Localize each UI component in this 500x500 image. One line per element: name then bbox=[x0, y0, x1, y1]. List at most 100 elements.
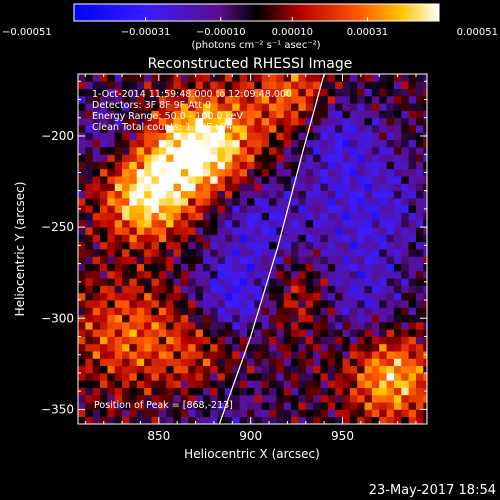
heatmap-pixel bbox=[327, 380, 336, 388]
heatmap-pixel bbox=[276, 409, 285, 418]
heatmap-pixel bbox=[313, 74, 321, 82]
heatmap-pixel bbox=[78, 387, 86, 396]
heatmap-pixel bbox=[357, 161, 365, 170]
heatmap-pixel bbox=[305, 161, 314, 170]
heatmap-pixel bbox=[298, 300, 307, 308]
heatmap-pixel bbox=[210, 219, 218, 228]
heatmap-pixel bbox=[408, 139, 417, 148]
heatmap-pixel bbox=[92, 227, 101, 235]
heatmap-pixel bbox=[298, 161, 307, 170]
heatmap-pixel bbox=[349, 409, 358, 418]
heatmap-pixel bbox=[107, 183, 116, 192]
heatmap-pixel bbox=[151, 329, 160, 337]
heatmap-pixel bbox=[269, 402, 277, 410]
heatmap-pixel bbox=[173, 168, 182, 177]
heatmap-pixel bbox=[151, 190, 160, 199]
heatmap-pixel bbox=[78, 117, 86, 126]
heatmap-pixel bbox=[283, 263, 292, 272]
heatmap-pixel bbox=[188, 241, 196, 250]
heatmap-pixel bbox=[246, 110, 255, 119]
heatmap-pixel bbox=[232, 227, 241, 235]
heatmap-pixel bbox=[158, 365, 167, 374]
heatmap-pixel bbox=[298, 241, 307, 250]
heatmap-pixel bbox=[232, 249, 241, 257]
heatmap-pixel bbox=[202, 285, 211, 294]
heatmap-pixel bbox=[180, 168, 189, 177]
heatmap-pixel bbox=[210, 321, 218, 330]
heatmap-pixel bbox=[393, 132, 402, 141]
heatmap-pixel bbox=[393, 314, 402, 323]
heatmap-pixel bbox=[224, 263, 233, 272]
heatmap-pixel bbox=[357, 278, 365, 286]
x-tick-label: 950 bbox=[331, 429, 354, 443]
heatmap-pixel bbox=[114, 416, 123, 424]
heatmap-pixel bbox=[335, 183, 343, 192]
heatmap-pixel bbox=[136, 329, 145, 337]
heatmap-pixel bbox=[232, 125, 241, 133]
heatmap-pixel bbox=[379, 146, 387, 155]
heatmap-pixel bbox=[100, 190, 108, 199]
heatmap-pixel bbox=[371, 183, 380, 192]
heatmap-pixel bbox=[320, 314, 329, 323]
heatmap-pixel bbox=[379, 321, 387, 330]
heatmap-pixel bbox=[254, 132, 263, 141]
heatmap-pixel bbox=[276, 154, 285, 162]
heatmap-pixel bbox=[202, 343, 211, 352]
heatmap-pixel bbox=[100, 103, 108, 111]
heatmap-pixel bbox=[239, 394, 248, 403]
heatmap-pixel bbox=[173, 234, 182, 243]
heatmap-pixel bbox=[423, 256, 427, 264]
heatmap-pixel bbox=[151, 351, 160, 359]
heatmap-pixel bbox=[401, 88, 410, 97]
heatmap-pixel bbox=[254, 168, 263, 177]
heatmap-pixel bbox=[239, 307, 248, 316]
heatmap-pixel bbox=[144, 351, 152, 359]
heatmap-pixel bbox=[401, 263, 410, 272]
heatmap-pixel bbox=[254, 300, 263, 308]
heatmap-pixel bbox=[188, 74, 196, 82]
heatmap-pixel bbox=[386, 307, 395, 316]
heatmap-pixel bbox=[269, 336, 277, 345]
heatmap-pixel bbox=[232, 205, 241, 213]
heatmap-pixel bbox=[210, 74, 218, 82]
heatmap-pixel bbox=[210, 278, 218, 286]
heatmap-pixel bbox=[224, 270, 233, 279]
heatmap-pixel bbox=[261, 125, 270, 133]
heatmap-pixel bbox=[320, 176, 329, 184]
heatmap-pixel bbox=[180, 176, 189, 184]
heatmap-pixel bbox=[85, 110, 94, 119]
heatmap-pixel bbox=[291, 197, 299, 206]
heatmap-pixel bbox=[415, 183, 424, 192]
heatmap-pixel bbox=[129, 190, 138, 199]
heatmap-pixel bbox=[401, 256, 410, 264]
heatmap-pixel bbox=[335, 278, 343, 286]
heatmap-pixel bbox=[136, 146, 145, 155]
heatmap-pixel bbox=[202, 161, 211, 170]
heatmap-pixel bbox=[261, 292, 270, 301]
heatmap-pixel bbox=[144, 212, 152, 221]
heatmap-pixel bbox=[364, 285, 373, 294]
heatmap-pixel bbox=[357, 103, 365, 111]
heatmap-pixel bbox=[136, 183, 145, 192]
heatmap-pixel bbox=[158, 402, 167, 410]
heatmap-pixel bbox=[188, 372, 196, 381]
heatmap-pixel bbox=[276, 183, 285, 192]
heatmap-pixel bbox=[195, 234, 204, 243]
heatmap-pixel bbox=[254, 74, 263, 82]
heatmap-pixel bbox=[415, 358, 424, 367]
heatmap-pixel bbox=[158, 336, 167, 345]
heatmap-pixel bbox=[371, 394, 380, 403]
heatmap-pixel bbox=[122, 117, 130, 126]
heatmap-pixel bbox=[166, 168, 174, 177]
heatmap-pixel bbox=[107, 241, 116, 250]
heatmap-pixel bbox=[254, 358, 263, 367]
heatmap-pixel bbox=[386, 380, 395, 388]
heatmap-pixel bbox=[276, 132, 285, 141]
heatmap-pixel bbox=[269, 190, 277, 199]
heatmap-pixel bbox=[122, 300, 130, 308]
heatmap-pixel bbox=[100, 227, 108, 235]
heatmap-pixel bbox=[379, 307, 387, 316]
heatmap-pixel bbox=[173, 351, 182, 359]
heatmap-pixel bbox=[232, 365, 241, 374]
heatmap-pixel bbox=[364, 402, 373, 410]
